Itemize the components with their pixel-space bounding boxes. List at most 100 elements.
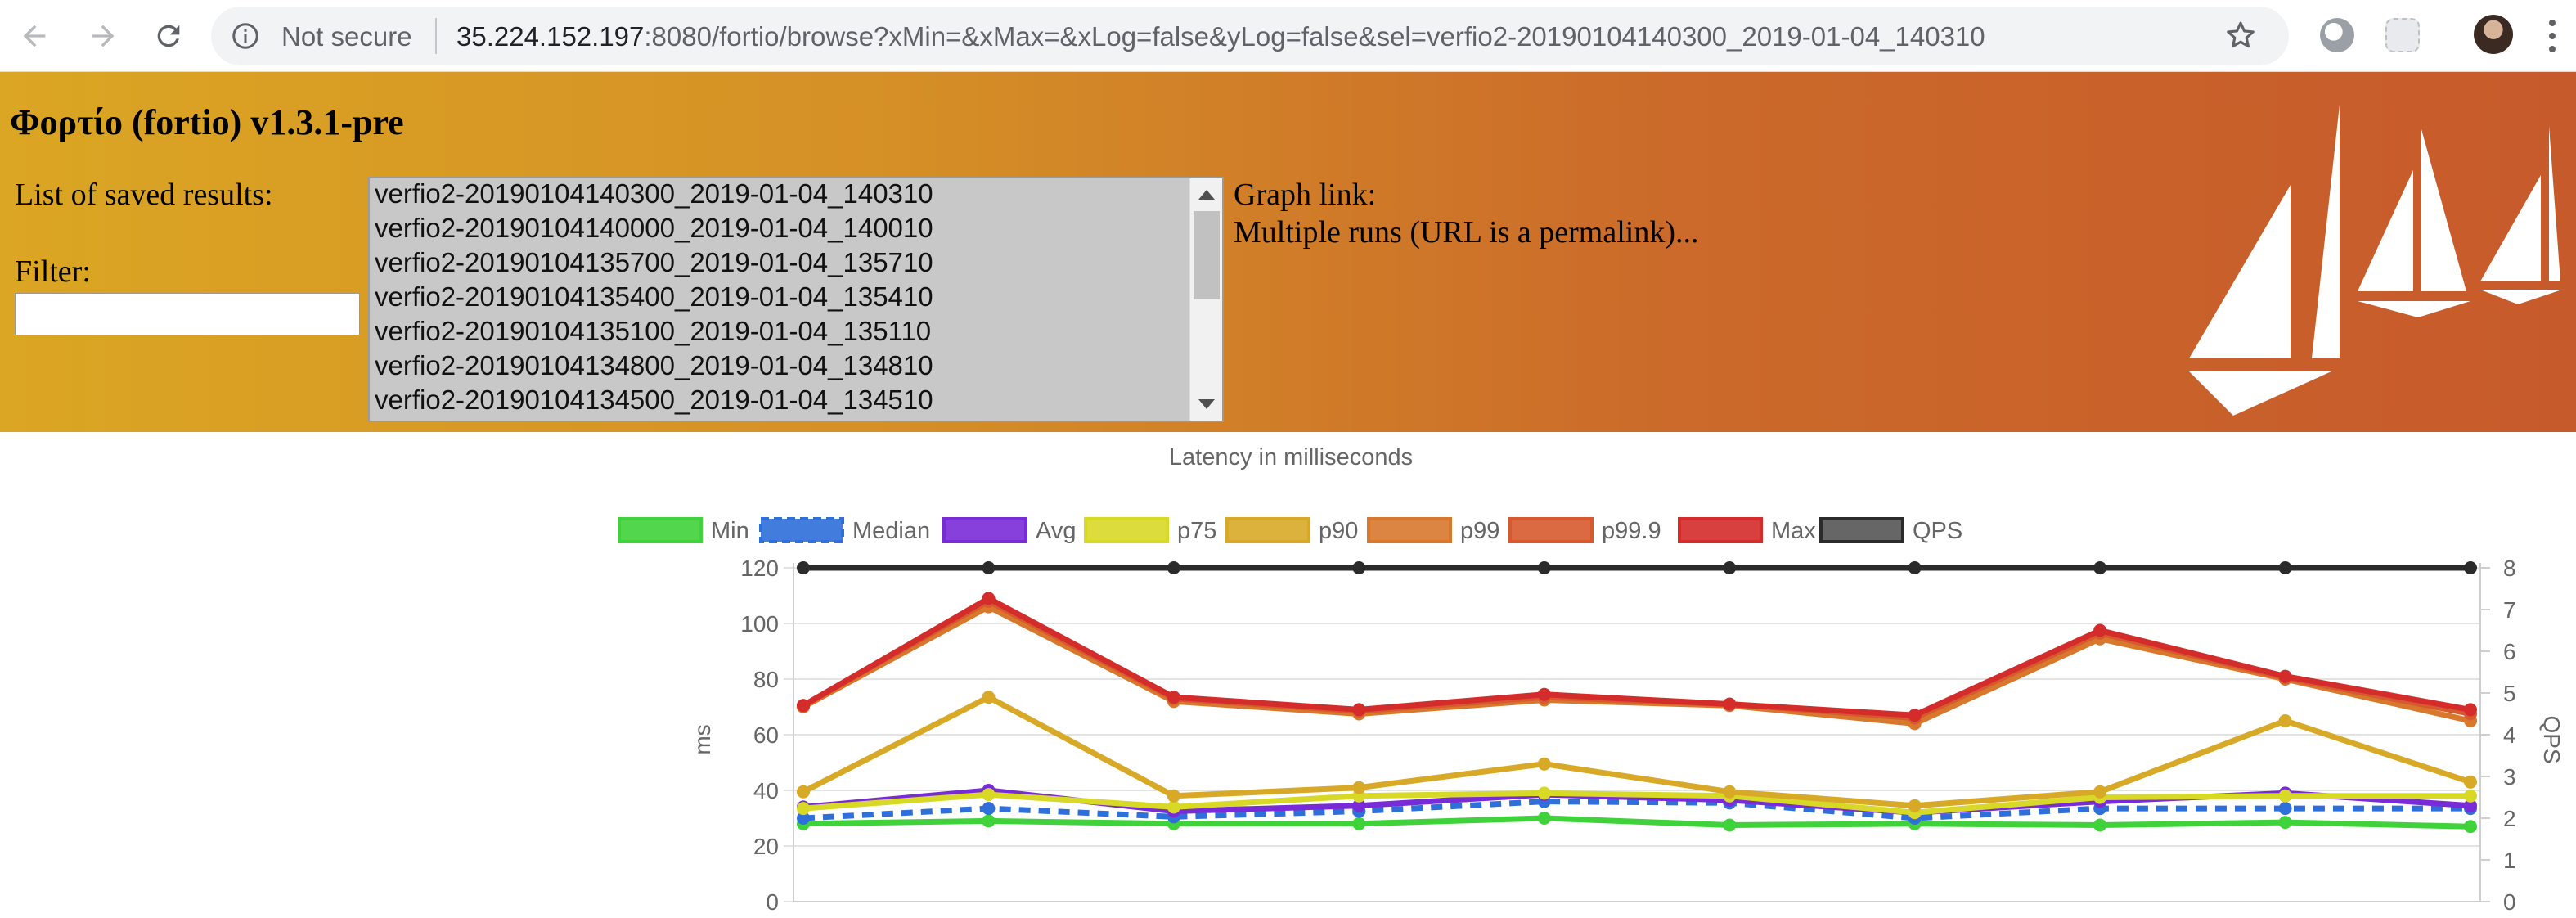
data-point[interactable] [1908, 709, 1922, 722]
data-point[interactable] [1537, 812, 1551, 825]
chart-series [797, 561, 2477, 834]
url-text[interactable]: 35.224.152.197:8080/fortio/browse?xMin=&… [456, 21, 1985, 52]
legend-swatch [942, 517, 1027, 543]
data-point[interactable] [797, 561, 810, 574]
scroll-down-icon[interactable] [1198, 399, 1215, 409]
legend-item[interactable]: Avg [942, 517, 1076, 544]
data-point[interactable] [982, 802, 996, 816]
data-point[interactable] [1352, 817, 1366, 830]
legend-item[interactable]: Max [1678, 517, 1816, 544]
y2-tick-label: 2 [2503, 806, 2516, 831]
data-point[interactable] [1352, 703, 1366, 717]
legend-item[interactable]: QPS [1819, 517, 1962, 544]
data-point[interactable] [1537, 757, 1551, 771]
data-point[interactable] [2464, 820, 2477, 834]
data-point[interactable] [2464, 561, 2477, 574]
data-point[interactable] [1723, 697, 1737, 711]
data-point[interactable] [982, 814, 996, 828]
data-point[interactable] [982, 691, 996, 704]
data-point[interactable] [1352, 781, 1366, 794]
y2-axis-label: QPS [2539, 715, 2565, 763]
saved-result-item[interactable]: verfio2-20190104134800_2019-01-04_134810 [375, 350, 933, 380]
chart-legend[interactable]: Min Median Avg p75 p90 p99 p99.9 Max QPS [618, 517, 1962, 544]
data-point[interactable] [2464, 775, 2477, 789]
data-point[interactable] [1537, 786, 1551, 800]
legend-item[interactable]: p90 [1225, 517, 1358, 544]
omnibox-divider [435, 18, 437, 54]
url-host: 35.224.152.197 [456, 21, 645, 52]
data-point[interactable] [2093, 785, 2107, 799]
saved-results-label: List of saved results: [15, 178, 273, 212]
saved-result-item[interactable]: verfio2-20190104135400_2019-01-04_135410 [375, 281, 933, 312]
legend-item[interactable]: p99.9 [1508, 517, 1661, 544]
data-point[interactable] [797, 812, 810, 825]
legend-item[interactable]: Median [759, 517, 930, 544]
saved-result-item[interactable]: verfio2-20190104140000_2019-01-04_140010 [375, 213, 933, 243]
data-point[interactable] [982, 561, 996, 574]
filter-input[interactable] [15, 293, 360, 335]
data-point[interactable] [797, 802, 810, 816]
legend-item[interactable]: p99 [1367, 517, 1499, 544]
data-point[interactable] [1352, 799, 1366, 812]
istio-sails-logo-icon [2189, 105, 2562, 416]
saved-result-item[interactable]: verfio2-20190104140300_2019-01-04_140310 [375, 178, 933, 209]
data-point[interactable] [2278, 561, 2292, 574]
scroll-up-icon[interactable] [1198, 190, 1215, 200]
list-scrollbar[interactable] [1189, 178, 1222, 421]
data-point[interactable] [797, 785, 810, 799]
saved-result-item[interactable]: verfio2-20190104134500_2019-01-04_134510 [375, 385, 933, 415]
data-point[interactable] [2464, 789, 2477, 803]
back-arrow-icon[interactable] [10, 11, 59, 61]
profile-avatar[interactable] [2474, 15, 2513, 54]
data-point[interactable] [2278, 802, 2292, 816]
info-icon[interactable] [231, 21, 260, 51]
data-point[interactable] [1537, 561, 1551, 574]
scroll-thumb[interactable] [1194, 211, 1220, 299]
multiple-runs-link[interactable]: Multiple runs (URL is a permalink)... [1234, 215, 1699, 250]
menu-icon[interactable] [2536, 16, 2569, 56]
reload-icon[interactable] [144, 11, 193, 61]
extension-icon[interactable] [2320, 18, 2354, 52]
latency-chart: Latency in milliseconds ms QPS 0 20 40 60 80… [10, 432, 2576, 918]
data-point[interactable] [2464, 703, 2477, 717]
legend-label: Median [852, 518, 930, 544]
data-point[interactable] [1723, 561, 1737, 574]
series-p90 [797, 691, 2477, 812]
legend-swatch [1508, 517, 1594, 543]
data-point[interactable] [1908, 799, 1922, 812]
data-point[interactable] [1167, 561, 1180, 574]
legend-label: QPS [1913, 518, 1962, 544]
data-point[interactable] [2278, 714, 2292, 727]
data-point[interactable] [1352, 561, 1366, 574]
legend-item[interactable]: Min [618, 517, 749, 544]
data-point[interactable] [1167, 789, 1180, 803]
legend-item[interactable]: p75 [1084, 517, 1216, 544]
address-bar[interactable]: Not secure 35.224.152.197:8080/fortio/br… [211, 7, 2289, 65]
data-point[interactable] [2093, 818, 2107, 832]
saved-result-item[interactable]: verfio2-20190104135700_2019-01-04_135710 [375, 247, 933, 277]
forward-arrow-icon[interactable] [79, 11, 128, 61]
data-point[interactable] [1537, 687, 1551, 701]
data-point[interactable] [2093, 623, 2107, 637]
data-point[interactable] [2278, 669, 2292, 683]
data-point[interactable] [2464, 799, 2477, 812]
star-icon[interactable] [2223, 18, 2258, 52]
series-line [802, 604, 2471, 727]
data-point[interactable] [797, 699, 810, 713]
data-point[interactable] [1723, 818, 1737, 832]
data-point[interactable] [2278, 789, 2292, 803]
data-point[interactable] [1167, 691, 1180, 704]
data-point[interactable] [1908, 561, 1922, 574]
saved-result-item[interactable]: verfio2-20190104135100_2019-01-04_135110 [375, 316, 932, 346]
data-point[interactable] [2278, 816, 2292, 830]
data-point[interactable] [1167, 800, 1180, 814]
y2-tick-label: 7 [2503, 597, 2516, 623]
data-point[interactable] [982, 788, 996, 802]
saved-results-list[interactable]: verfio2-20190104140300_2019-01-04_140310… [368, 177, 1224, 422]
extension-puzzle-icon[interactable] [2385, 18, 2420, 52]
y-tick-label: 100 [740, 611, 779, 637]
y2-tick-label: 1 [2503, 848, 2516, 873]
data-point[interactable] [2093, 561, 2107, 574]
data-point[interactable] [1723, 785, 1737, 799]
data-point[interactable] [982, 592, 996, 605]
